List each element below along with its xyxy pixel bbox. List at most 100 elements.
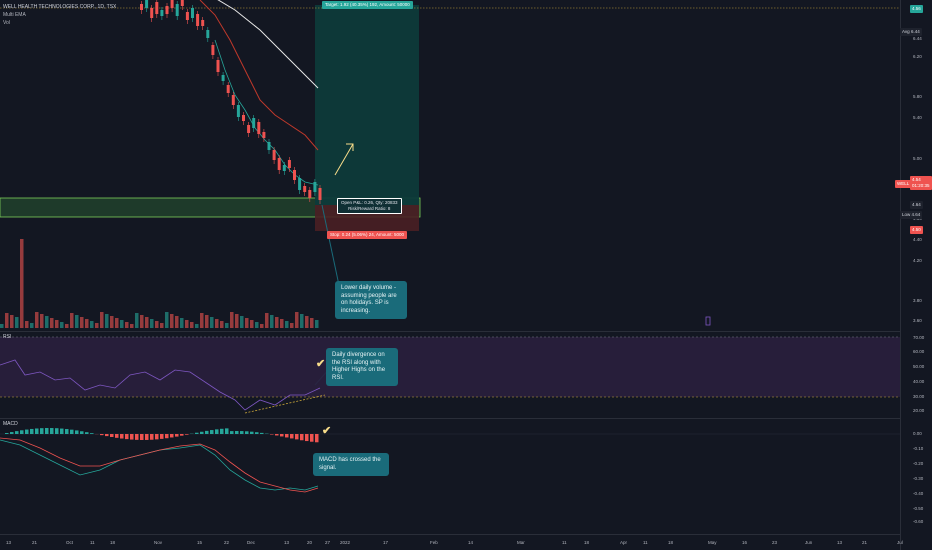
volume-bar [310,318,314,328]
macd-signal-line [0,437,319,493]
macd-histogram-bar [15,431,19,434]
time-tick: 13 [837,540,843,545]
volume-callout-pointer [321,204,341,291]
volume-bar [180,318,184,328]
volume-bar [255,322,259,328]
rsi-indicator-label[interactable]: RSI [3,334,12,340]
macd-histogram-bar [310,434,314,442]
macd-histogram-bar [270,434,274,435]
avg-tag-label: Avg [902,29,910,34]
volume-bar [240,316,244,328]
rsi-divergence-line [244,394,326,414]
macd-histogram-bar [205,430,209,434]
price-tick: 6.20 [913,54,922,59]
volume-bar [225,323,229,328]
rsi-pane-separator[interactable] [0,331,900,332]
macd-indicator-label[interactable]: MACD [3,421,18,427]
time-tick: 14 [468,540,474,545]
macd-histogram-bar [305,434,309,442]
volume-bar [55,320,59,328]
macd-histogram-bar [70,429,74,434]
time-tick: 27 [325,540,331,545]
volume-bar [305,316,309,328]
well-time: 01:20:35 [912,183,930,188]
macd-histogram-bar [220,428,224,434]
volume-callout[interactable]: Lower daily volume - assuming people are… [335,281,407,319]
macd-histogram-bar [125,434,129,440]
rsi-tick: 20.00 [913,408,925,413]
macd-histogram-bar [65,429,69,434]
volume-bar [35,312,39,328]
macd-pane-separator[interactable] [0,418,900,419]
ma-indicator-label[interactable]: Multi EMA [3,12,26,18]
time-tick: May [708,540,717,545]
time-tick: Jul [897,540,903,545]
stop-price-tag: 4.50 [910,226,923,234]
time-axis-separator [0,534,900,535]
macd-histogram-bar [210,430,214,434]
well-tag-label: WELL [897,181,910,186]
well-tag: WELL [895,180,912,188]
volume-bar [160,323,164,328]
macd-tick: -0.50 [913,506,924,511]
macd-line [0,439,319,491]
volume-bar [65,324,69,328]
macd-tick: -0.60 [913,519,924,524]
volume-bar [235,314,239,328]
rsi-tick: 40.00 [913,379,925,384]
rsi-tick: 70.00 [913,335,925,340]
volume-bar [230,312,234,328]
time-tick: 18 [668,540,674,545]
volume-bar [130,324,134,328]
symbol-title[interactable]: WELL HEALTH TECHNOLOGIES CORP., 1D, TSX [3,4,117,10]
target-label[interactable]: Target: 1.92 (40.35%) 192, Amount: 50000 [322,1,413,9]
price-scale[interactable] [900,0,932,550]
stop-label[interactable]: Stop: 0.24 (5.06%) 24, Amount: 5000 [327,231,408,239]
macd-histogram-bar [25,429,29,434]
macd-histogram-bar [175,434,179,437]
volume-bar [120,320,124,328]
macd-histogram-bar [290,434,294,439]
time-tick: Oct [66,540,74,545]
macd-histogram-bar [275,434,279,436]
time-tick: Feb [430,540,438,545]
time-tick: 21 [32,540,38,545]
rsi-callout[interactable]: Daily divergence on the RSI along with H… [326,348,398,386]
macd-histogram-bar [75,430,79,434]
volume-bar [165,312,169,328]
time-tick: Mar [517,540,525,545]
time-tick: 11 [562,540,567,545]
open-pnl-label[interactable]: Open P&L: 0.26, Qty: 20833 Risk/Reward R… [337,198,402,214]
price-tick: 5.80 [913,94,922,99]
volume-bar [15,317,19,328]
macd-histogram-bar [165,434,169,439]
macd-histogram-bar [30,428,34,434]
macd-histogram-bar [235,431,239,434]
volume-bar [30,323,34,328]
avg-tag-value: 6.44 [910,29,920,34]
forecast-arrowhead [346,143,354,151]
well-value-tag: 4.54 01:20:35 [910,176,932,190]
macd-histogram-bar [55,428,59,434]
price-tick: 3.80 [913,298,922,303]
volume-bar [95,323,99,328]
purple-marker [705,316,711,326]
macd-histogram-bar [295,434,299,440]
time-tick: Apr [620,540,628,545]
volume-bar [250,320,254,328]
macd-tick: -0.40 [913,491,924,496]
macd-callout[interactable]: MACD has crossed the signal. [313,453,389,476]
volume-bar [285,321,289,328]
macd-histogram-bar [100,434,104,436]
time-tick: 11 [643,540,648,545]
macd-histogram-bar [300,434,304,441]
macd-histogram-bar [150,434,154,440]
rsi-tick: 30.00 [913,394,925,399]
time-tick: Nov [154,540,163,545]
volume-bar [245,318,249,328]
macd-histogram-bar [260,432,264,434]
volume-indicator-label[interactable]: Vol [3,20,10,26]
well-value: 4.54 [912,177,921,182]
macd-tick: 0.00 [913,431,922,436]
